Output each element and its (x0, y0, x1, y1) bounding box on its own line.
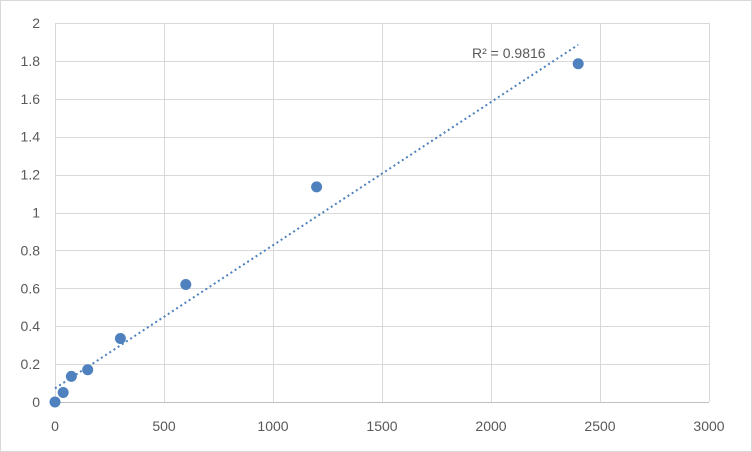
grid-lines (55, 23, 710, 403)
x-tick-label: 1000 (257, 418, 288, 434)
x-tick-label: 500 (152, 418, 176, 434)
y-tick-label: 1.8 (21, 53, 41, 69)
data-point (82, 364, 94, 376)
trendline-layer (54, 43, 579, 390)
y-tick-label: 0 (32, 394, 40, 410)
data-point (49, 396, 61, 408)
y-tick-label: 0.8 (21, 242, 41, 258)
y-tick-label: 1 (32, 205, 40, 221)
data-point (65, 370, 77, 382)
x-tick-label: 1500 (366, 418, 397, 434)
y-tick-label: 1.2 (21, 167, 41, 183)
data-point (180, 279, 192, 291)
x-tick-label: 0 (51, 418, 59, 434)
y-tick-label: 0.4 (21, 318, 41, 334)
r-squared-annotation: R² = 0.9816 (472, 45, 546, 61)
data-point (114, 333, 126, 345)
data-point (57, 387, 69, 399)
y-tick-label: 1.4 (21, 129, 41, 145)
data-point (572, 58, 584, 70)
x-tick-label: 2500 (584, 418, 615, 434)
x-axis-tick-labels: 0 500 1000 1500 2000 2500 3000 (51, 418, 725, 434)
y-tick-label: 0.2 (21, 356, 41, 372)
y-tick-label: 2 (32, 15, 40, 31)
y-tick-label: 0.6 (21, 280, 41, 296)
data-points (49, 58, 584, 408)
x-tick-label: 2000 (475, 418, 506, 434)
y-tick-label: 1.6 (21, 91, 41, 107)
y-axis-tick-labels: 0 0.2 0.4 0.6 0.8 1 1.2 1.4 1.6 1.8 2 (21, 15, 41, 410)
linear-trendline (54, 43, 579, 390)
data-point (311, 181, 323, 193)
x-tick-label: 3000 (693, 418, 724, 434)
